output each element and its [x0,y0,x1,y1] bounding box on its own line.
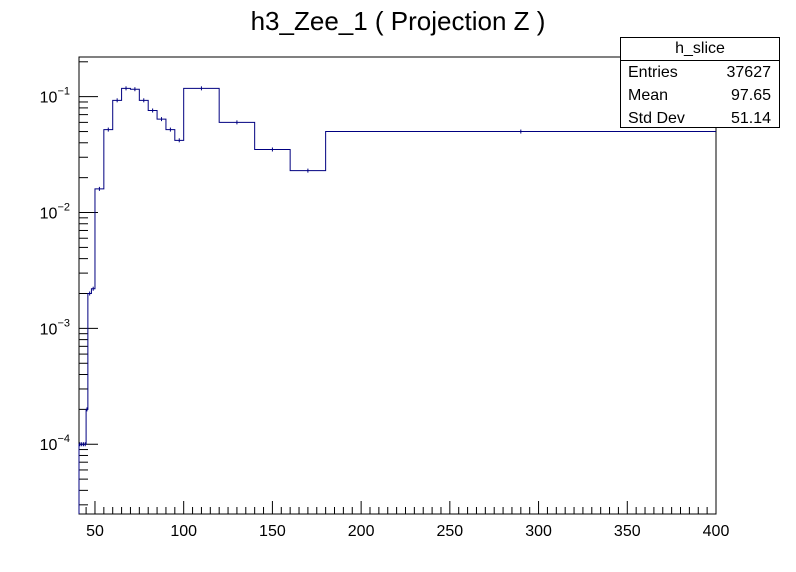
x-tick-label: 400 [703,523,730,540]
x-tick-label: 350 [614,523,641,540]
x-tick-label: 200 [348,523,375,540]
stats-label-entries: Entries [628,64,678,81]
x-tick-label: 250 [436,523,463,540]
stats-row-mean: Mean 97.65 [621,84,779,107]
x-tick-label: 100 [170,523,197,540]
x-tick-label: 50 [86,523,104,540]
y-tick-label: 10−4 [40,433,70,454]
y-tick-label: 10−2 [40,202,70,223]
stats-row-stddev: Std Dev 51.14 [621,107,779,130]
plot-frame [78,56,717,515]
stats-value-mean: 97.65 [730,87,771,104]
chart-title: h3_Zee_1 ( Projection Z ) [250,6,546,36]
stats-box: h_slice Entries 37627 Mean 97.65 Std Dev… [620,37,780,128]
stats-box-title: h_slice [621,38,779,61]
y-tick-label: 10−3 [40,317,70,338]
x-tick-label: 150 [259,523,286,540]
stats-value-stddev: 51.14 [730,110,771,127]
stats-value-entries: 37627 [726,64,772,81]
y-tick-label: 10−1 [40,86,70,107]
histogram-line [78,87,716,514]
stats-label-mean: Mean [628,87,669,104]
stats-row-entries: Entries 37627 [621,61,779,84]
x-tick-label: 300 [525,523,552,540]
stats-label-stddev: Std Dev [628,110,685,127]
